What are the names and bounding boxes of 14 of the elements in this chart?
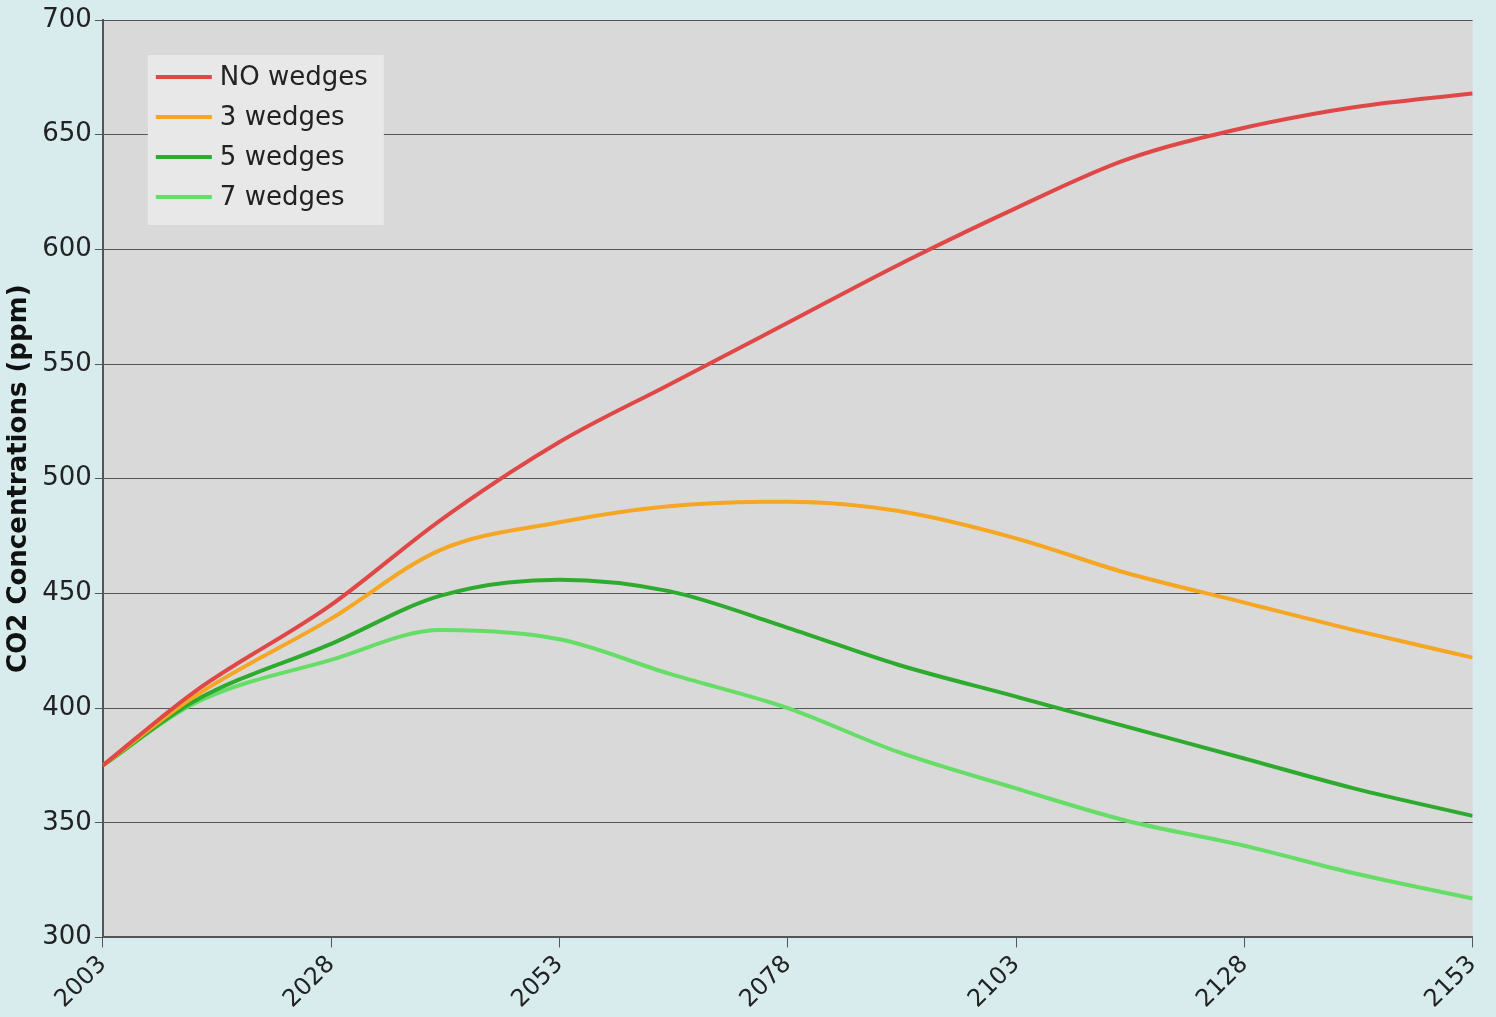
y-tick-label: 300 [42, 920, 92, 951]
legend-label: NO wedges [219, 60, 368, 91]
y-tick-label: 700 [42, 2, 92, 33]
y-tick-label: 500 [42, 461, 92, 492]
y-axis-title: CO2 Concentrations (ppm) [2, 284, 33, 673]
legend-label: 5 wedges [219, 140, 345, 171]
legend-label: 7 wedges [219, 180, 345, 211]
y-tick-label: 450 [42, 576, 92, 607]
y-tick-label: 400 [42, 690, 92, 721]
legend-label: 3 wedges [219, 100, 345, 131]
y-tick-label: 600 [42, 232, 92, 263]
y-tick-label: 650 [42, 117, 92, 148]
y-tick-label: 350 [42, 805, 92, 836]
y-tick-label: 550 [42, 346, 92, 377]
